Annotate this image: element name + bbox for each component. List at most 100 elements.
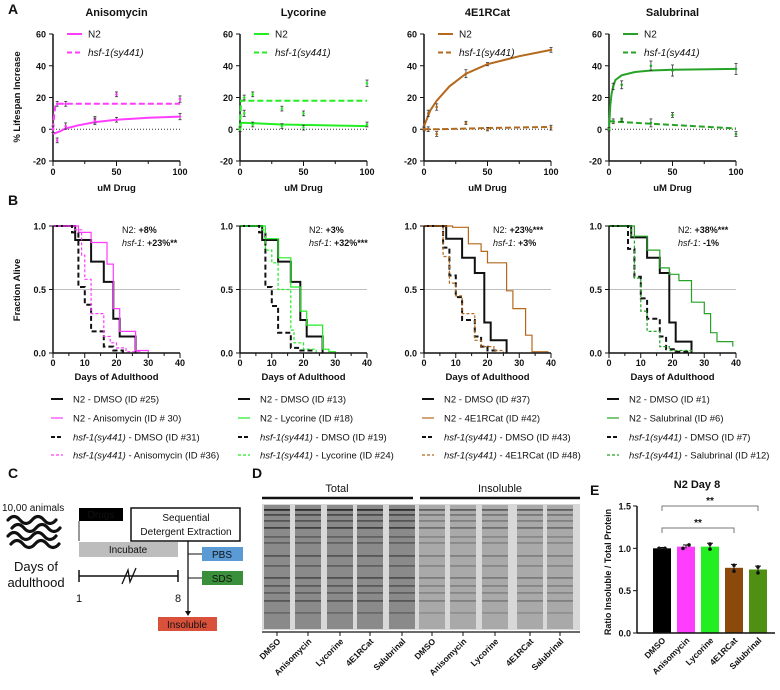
- panel-label-C: C: [8, 465, 18, 481]
- data-point: [280, 107, 284, 110]
- chart-title: N2 Day 8: [674, 479, 720, 491]
- n2-lifespan-change: N2: +23%***: [493, 225, 544, 235]
- y-axis-label: Fraction Alive: [12, 259, 23, 321]
- significance-bracket: [661, 527, 735, 533]
- y-tick-label: 60: [592, 30, 602, 40]
- data-point: [302, 126, 305, 129]
- legend-label: hsf-1(sy441) - Lycorine (ID #24): [260, 451, 394, 462]
- survival-curve: [609, 225, 734, 347]
- hsf-1-lifespan-change: hsf-1: +32%***: [309, 238, 368, 248]
- y-tick-label: 0.0: [618, 629, 631, 639]
- data-point: [422, 127, 426, 131]
- day-end-label: 8: [175, 593, 181, 605]
- y-tick-label: 0.0: [404, 349, 417, 359]
- data-point: [365, 81, 369, 85]
- legend-label: hsf-1(sy441) - Anisomycin (ID #36): [73, 451, 219, 462]
- worm-icon: [6, 514, 62, 550]
- drugs-label: Drugs: [88, 510, 115, 521]
- legend-label: N2 - DMSO (ID #13): [260, 395, 346, 406]
- y-axis-label: % Lifespan Increase: [12, 51, 23, 142]
- legend-text: N2 - Lycorine (ID #18): [260, 414, 353, 425]
- x-tick-label: 10: [267, 358, 277, 368]
- y-tick-label: 0.5: [404, 285, 417, 295]
- fit-line-n2: [423, 48, 552, 127]
- x-tick-label: 40: [175, 358, 185, 368]
- survival-curve: [53, 225, 137, 353]
- replicate-point: [732, 563, 736, 568]
- legend-label: N2 - DMSO (ID #25): [73, 395, 159, 406]
- data-point: [649, 121, 653, 125]
- insoluble-box: [158, 617, 217, 631]
- legend-label: N2: [88, 30, 101, 41]
- data-point: [464, 121, 468, 125]
- y-tick-label: 1.5: [618, 502, 631, 512]
- data-point: [671, 69, 674, 72]
- incubate-label: Incubate: [109, 545, 148, 556]
- legend-label: N2 - Anisomycin (ID # 30): [73, 414, 181, 425]
- sds-label: SDS: [212, 574, 233, 585]
- data-point: [302, 112, 305, 115]
- gel-lane: [450, 505, 476, 629]
- extraction-label: Detergent Extraction: [140, 527, 231, 538]
- x-tick-label: 0: [421, 167, 426, 177]
- gel-group-total: Total: [325, 483, 348, 495]
- x-axis-label: Days of Adulthood: [261, 372, 345, 383]
- x-tick-label: 100: [728, 167, 743, 177]
- x-tick-label: 10: [451, 358, 461, 368]
- legend-text: - DMSO (ID #19): [313, 433, 387, 444]
- legend-text: - Salubrinal (ID #12): [682, 451, 770, 462]
- gel-lane: [389, 505, 415, 629]
- y-tick-label: 40: [592, 61, 602, 71]
- y-tick-label: 40: [223, 61, 233, 71]
- legend-label: hsf-1(sy441) - 4E1RCat (ID #48): [444, 451, 581, 462]
- gel-lane: [327, 505, 353, 629]
- legend-text: - DMSO (ID #43): [497, 433, 571, 444]
- gel-lane: [547, 505, 573, 629]
- x-tick-label: 30: [330, 358, 340, 368]
- x-tick-label: 30: [143, 358, 153, 368]
- bar-dmso: [653, 548, 671, 633]
- gel-lane: [482, 505, 508, 629]
- data-point: [620, 118, 623, 122]
- days-label: Days of: [14, 559, 58, 574]
- extraction-box: [130, 507, 241, 542]
- survival-curve: [240, 225, 336, 353]
- gel-lane: [419, 505, 445, 629]
- legend-text: N2 - DMSO (ID #37): [444, 395, 530, 406]
- data-point: [64, 124, 67, 128]
- fit-line-n2: [52, 115, 181, 135]
- y-axis-label: Ratio Insoluble / Total Protein: [603, 509, 613, 635]
- y-tick-label: -20: [404, 157, 417, 167]
- gel-lane-label: Salubrinal: [371, 636, 407, 672]
- y-tick-label: 1.0: [618, 544, 631, 554]
- data-point: [607, 127, 611, 131]
- legend-label: hsf-1(sy441) - DMSO (ID #19): [260, 433, 387, 444]
- legend-strain: hsf-1(sy441): [260, 433, 313, 444]
- survival-curve: [53, 225, 149, 353]
- hsf-1-lifespan-change: hsf-1: -1%: [678, 238, 719, 248]
- x-tick-label: 20: [111, 358, 121, 368]
- x-tick-label: 0: [237, 358, 242, 368]
- y-tick-label: 0: [412, 125, 417, 135]
- replicate-point: [657, 546, 661, 551]
- gel-lane-label: DMSO: [412, 636, 437, 661]
- y-tick-label: 0.5: [618, 586, 631, 596]
- y-tick-label: -20: [589, 157, 602, 167]
- y-tick-label: 1.0: [589, 222, 602, 232]
- panel-label-E: E: [590, 482, 599, 498]
- legend-text: N2 - DMSO (ID #25): [73, 395, 159, 406]
- legend-strain: hsf-1(sy441): [73, 433, 126, 444]
- survival-chart-3: N2 - DMSO (ID #1) N2 - Salubrinal (ID #6)…: [589, 222, 769, 462]
- fit-line-hsf-1: [52, 102, 180, 130]
- dose-response-chart-4e1rcat: 4E1RCat -20 0 20 40 60 0 50 100 uM Drug N2 hsf-1(sy…: [404, 7, 559, 194]
- hsf-1-lifespan-change: hsf-1: +3%: [493, 238, 536, 248]
- y-tick-label: 0.0: [220, 349, 233, 359]
- sds-box: [202, 571, 243, 585]
- survival-chart-1: N2 - DMSO (ID #13) N2 - Lycorine (ID #18)…: [220, 222, 393, 462]
- y-tick-label: 0.0: [589, 349, 602, 359]
- days-label: adulthood: [7, 575, 64, 590]
- survival-curve: [240, 225, 314, 353]
- data-point: [486, 127, 489, 131]
- bar-salubrinal: [749, 569, 767, 633]
- x-axis-label: uM Drug: [653, 183, 692, 194]
